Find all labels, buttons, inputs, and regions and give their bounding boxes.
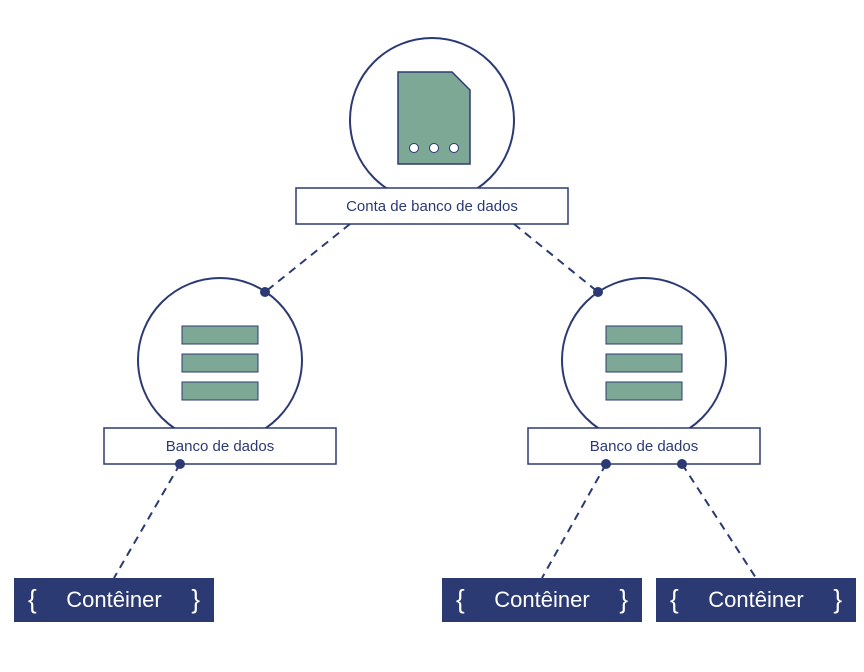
account-label: Conta de banco de dados: [346, 198, 518, 215]
container_2-label: Contêiner: [494, 587, 589, 612]
hierarchy-diagram: Conta de banco de dados Banco de dados Ban…: [0, 0, 864, 672]
file-dot-icon: [430, 144, 439, 153]
edge-account-to-db_left: [265, 224, 350, 292]
edge-endpoint-dot-icon: [175, 459, 185, 469]
database-bar-icon: [182, 326, 258, 344]
database-bar-icon: [606, 354, 682, 372]
file-dot-icon: [450, 144, 459, 153]
edge-db_left-to-container_1: [114, 464, 180, 578]
edge-endpoint-dot-icon: [677, 459, 687, 469]
brace-open-icon: {: [28, 584, 37, 614]
brace-open-icon: {: [670, 584, 679, 614]
brace-close-icon: }: [833, 584, 842, 614]
edge-endpoint-dot-icon: [593, 287, 603, 297]
edge-endpoint-dot-icon: [260, 287, 270, 297]
container_3-label: Contêiner: [708, 587, 803, 612]
edge-endpoint-dot-icon: [601, 459, 611, 469]
database-bar-icon: [182, 382, 258, 400]
database-bar-icon: [606, 326, 682, 344]
file-dot-icon: [410, 144, 419, 153]
db_left-label: Banco de dados: [166, 438, 274, 455]
edge-db_right-to-container_2: [542, 464, 606, 578]
brace-close-icon: }: [619, 584, 628, 614]
brace-open-icon: {: [456, 584, 465, 614]
database-bar-icon: [182, 354, 258, 372]
edge-account-to-db_right: [514, 224, 598, 292]
brace-close-icon: }: [191, 584, 200, 614]
container_1-label: Contêiner: [66, 587, 161, 612]
db_right-label: Banco de dados: [590, 438, 698, 455]
edge-db_right-to-container_3: [682, 464, 756, 578]
database-bar-icon: [606, 382, 682, 400]
